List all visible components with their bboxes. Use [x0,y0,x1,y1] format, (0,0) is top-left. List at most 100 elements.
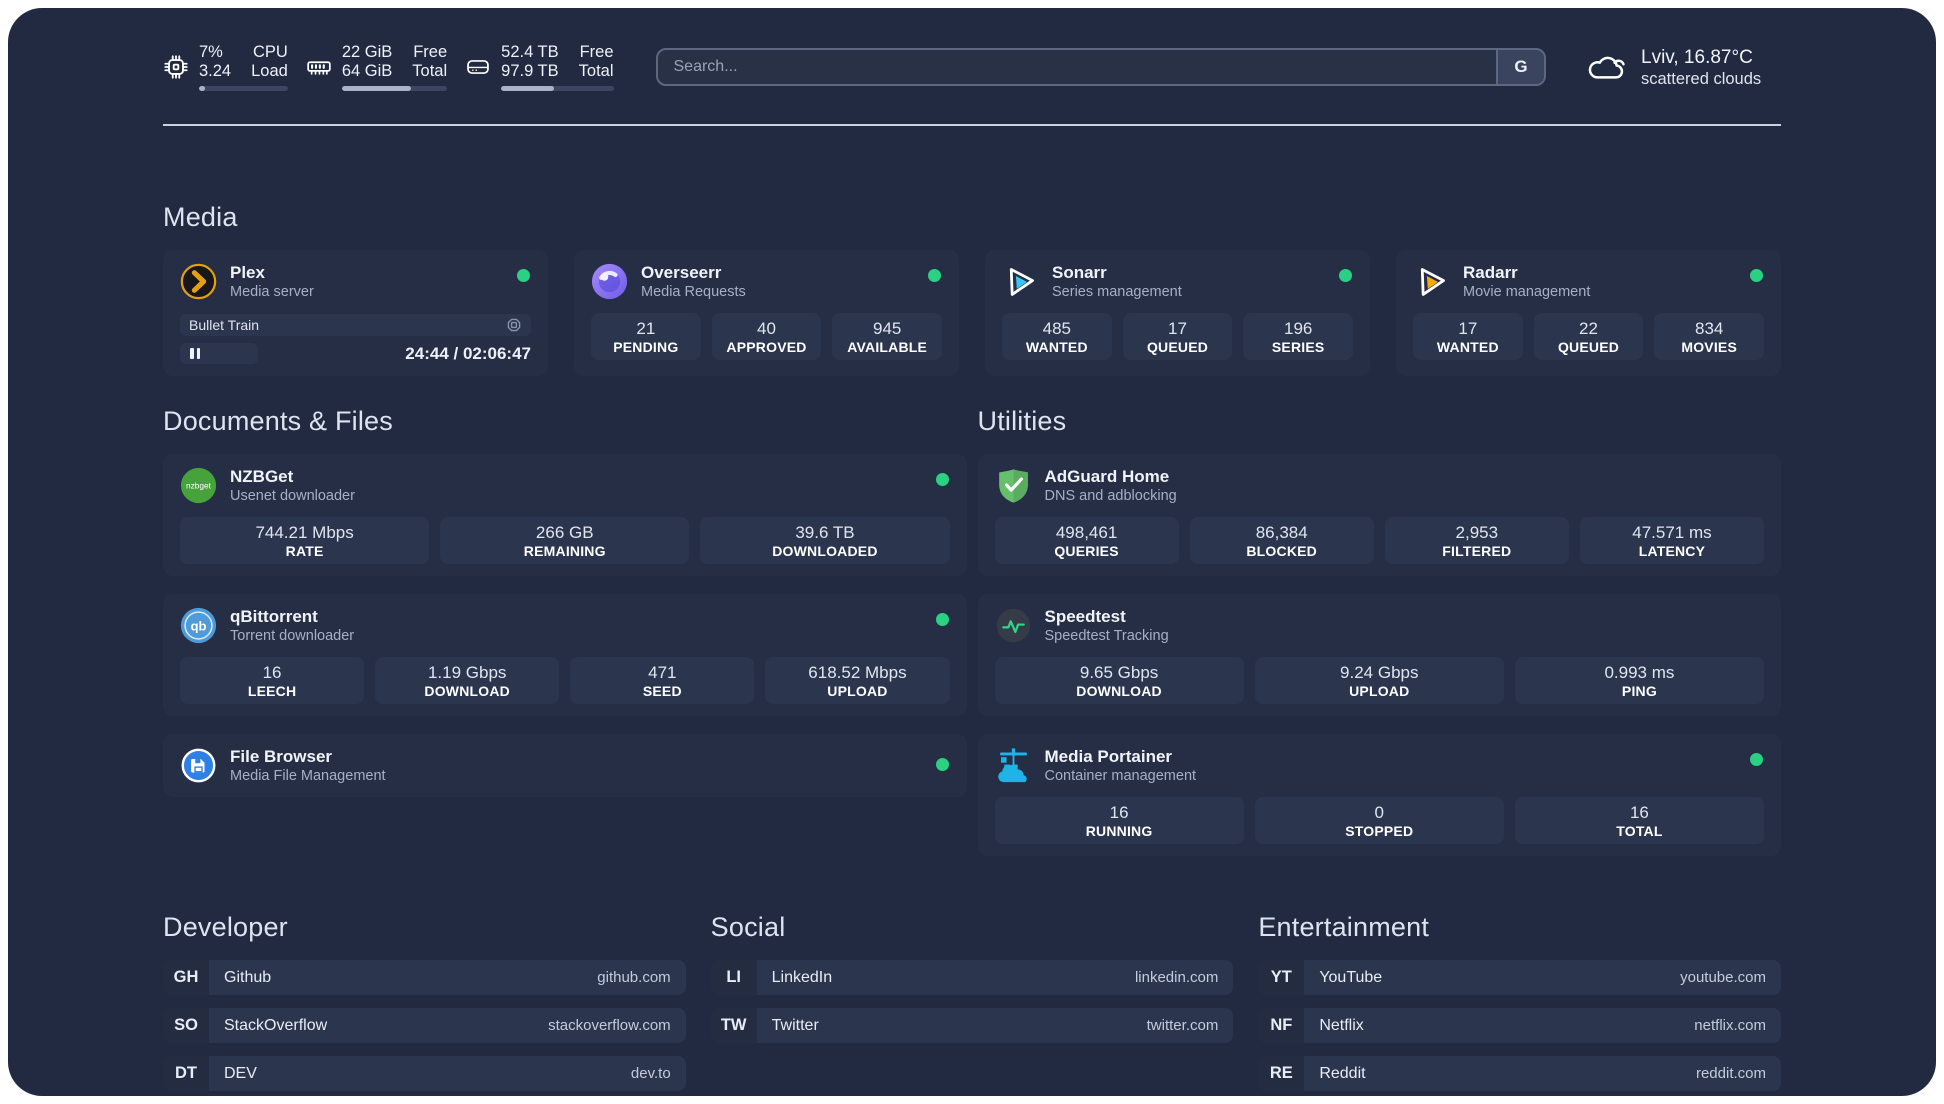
memory-free-value: 22 GiB [341,43,393,61]
link-row-github[interactable]: GH Github github.com [163,960,686,995]
link-row-stackoverflow[interactable]: SO StackOverflow stackoverflow.com [163,1008,686,1043]
session-icon[interactable] [506,317,522,333]
memory-labels: Free Total [412,43,447,81]
link-url: twitter.com [1146,1017,1219,1034]
app-card-portainer[interactable]: Media Portainer Container management 16 … [977,734,1781,856]
filebrowser-icon [180,747,217,784]
stat-tile: 16 TOTAL [1514,797,1765,844]
status-dot [1339,269,1352,282]
link-name: Twitter [771,1016,819,1034]
link-row-youtube[interactable]: YT YouTube youtube.com [1258,960,1781,995]
app-name: Plex [230,263,265,282]
section-title-utilities: Utilities [977,406,1067,436]
link-url: youtube.com [1680,969,1766,986]
link-url: github.com [597,969,671,986]
storage-stat: 52.4 TB 97.9 TB Free Total [465,43,614,91]
app-description: Torrent downloader [230,628,355,644]
memory-stat: 22 GiB 64 GiB Free Total [306,43,448,91]
app-description: Container management [1044,768,1197,784]
link-row-twitter[interactable]: TW Twitter twitter.com [710,1008,1234,1043]
link-name: Reddit [1319,1064,1366,1082]
app-card-radarr[interactable]: Radarr Movie management 17 WANTED 22 QUE… [1396,250,1781,376]
app-card-plex[interactable]: Plex Media server Bullet Train [163,250,548,376]
storage-progress-fill [501,86,554,91]
app-name: Overseerr [641,263,722,282]
search-engine-button[interactable]: G [1496,50,1544,84]
pause-icon [190,348,194,359]
stat-tile: 196 SERIES [1243,313,1354,360]
portainer-icon [995,747,1032,784]
cpu-progress-bar [199,86,288,91]
speedtest-icon [995,607,1032,644]
radarr-icon [1413,263,1450,300]
link-name: Github [224,968,272,986]
system-stats: 7% 3.24 CPU Load [163,43,614,91]
memory-progress-bar [341,86,448,91]
stat-tile: 16 RUNNING [994,797,1244,844]
stat-tile: 16 LEECH [180,657,365,704]
link-name: YouTube [1319,968,1383,986]
search-input[interactable] [655,48,1546,86]
app-card-overseerr[interactable]: Overseerr Media Requests 21 PENDING 40 A… [574,250,959,376]
storage-total-value: 97.9 TB [501,62,559,80]
stat-tile: 21 PENDING [591,313,701,360]
section-developer: Developer GH Github github.com SO [163,912,686,1091]
stat-tile: 618.52 Mbps UPLOAD [765,657,950,704]
memory-total-label: Total [412,62,448,80]
svg-text:nzbget: nzbget [186,481,212,491]
pause-button[interactable] [180,343,258,364]
top-bar: 7% 3.24 CPU Load [163,38,1781,96]
link-abbr: LI [710,960,757,995]
link-abbr: DT [163,1056,209,1091]
cpu-usage-value: 7% [199,43,223,61]
stat-tile: 834 MOVIES [1654,313,1765,360]
app-card-filebrowser[interactable]: File Browser Media File Management [163,734,967,797]
stat-tile: 9.24 Gbps UPLOAD [1254,657,1504,704]
cpu-labels: CPU Load [251,43,288,81]
app-card-speedtest[interactable]: Speedtest Speedtest Tracking 9.65 Gbps D… [977,594,1781,716]
stat-tile: 266 GB REMAINING [440,517,690,564]
app-card-adguard[interactable]: AdGuard Home DNS and adblocking 498,461 … [977,454,1781,576]
link-row-linkedin[interactable]: LI LinkedIn linkedin.com [710,960,1234,995]
app-card-sonarr[interactable]: Sonarr Series management 485 WANTED 17 Q… [985,250,1370,376]
status-dot [1750,753,1763,766]
search-bar: G [655,48,1546,86]
link-abbr: YT [1258,960,1305,995]
stat-tile: 47.571 ms LATENCY [1579,517,1764,564]
section-media: Media Plex Media server [163,202,1781,376]
app-description: Movie management [1463,284,1591,300]
playback-time: 24:44 / 02:06:47 [405,343,531,363]
cpu-load-label: Load [251,62,288,80]
link-row-netflix[interactable]: NF Netflix netflix.com [1258,1008,1781,1043]
adguard-icon [995,467,1032,504]
app-name: NZBGet [230,467,294,486]
link-abbr: NF [1258,1008,1305,1043]
status-dot [935,758,949,771]
memory-values: 22 GiB 64 GiB [342,43,392,81]
status-dot [517,269,530,282]
weather-condition: scattered clouds [1641,69,1762,88]
link-name: StackOverflow [224,1016,328,1034]
app-card-nzbget[interactable]: nzbget NZBGet Usenet downloader 74 [163,454,967,576]
stat-tile: 22 QUEUED [1533,313,1644,360]
app-card-qbittorrent[interactable]: qb qBittorrent Torrent downloader [163,594,967,716]
section-utilities: Utilities [977,406,1781,856]
storage-labels: Free Total [579,43,614,81]
cpu-icon [163,54,189,80]
app-description: Media server [230,284,314,300]
stat-tile: 744.21 Mbps RATE [180,517,430,564]
link-row-dev[interactable]: DT DEV dev.to [163,1056,686,1091]
status-dot [935,473,949,486]
link-row-reddit[interactable]: RE Reddit reddit.com [1258,1056,1781,1091]
link-name: LinkedIn [771,968,833,986]
nzbget-icon: nzbget [180,467,217,504]
header-divider [163,124,1781,126]
stat-tile: 485 WANTED [1002,313,1112,360]
stat-tile: 9.65 Gbps DOWNLOAD [994,657,1244,704]
storage-values: 52.4 TB 97.9 TB [501,43,558,81]
link-url: stackoverflow.com [548,1017,671,1034]
now-playing-row[interactable]: Bullet Train [180,314,531,336]
cpu-stat: 7% 3.24 CPU Load [163,43,288,91]
stat-tile: 1.19 Gbps DOWNLOAD [375,657,560,704]
sonarr-icon [1002,263,1039,300]
